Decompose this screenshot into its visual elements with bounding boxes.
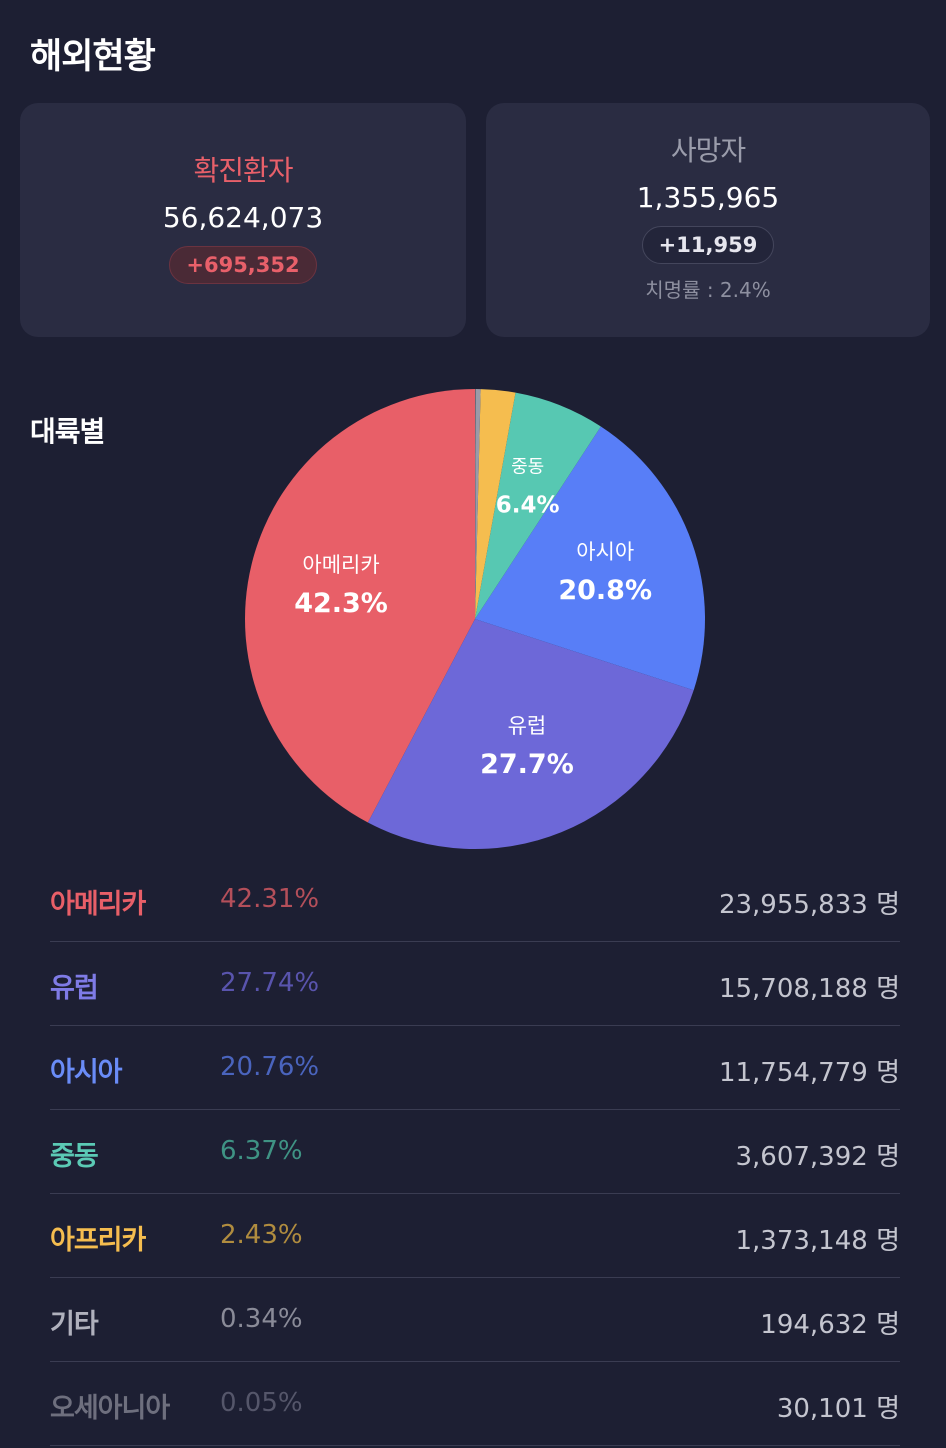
pie-slice-3 [475,392,601,619]
table-row: 유럽 27.74% 15,708,188 명 [50,942,900,1026]
pie-label-name-1: 유럽 [508,714,547,738]
continent-percent: 2.43% [220,1220,303,1250]
continent-percent: 27.74% [220,968,320,998]
pie-slice-0 [244,389,475,823]
pie-label-name-0: 아메리카 [302,553,379,577]
pie-label-name-2: 아시아 [576,540,634,564]
continent-pie-chart: 아메리카 42.3% 유럽 27.7% 아시아 20.8% 중동 6.4% [244,389,705,849]
pie-slice-6 [475,389,476,619]
table-row: 아프리카 2.43% 1,373,148 명 [50,1194,900,1278]
continent-percent: 0.34% [220,1304,303,1334]
continent-percent: 6.37% [220,1136,303,1166]
table-row: 기타 0.34% 194,632 명 [50,1278,900,1362]
pie-label-name-3: 중동 [511,456,544,477]
pie-label-value-0: 42.3% [294,588,388,619]
continent-name: 아메리카 [50,889,146,920]
deaths-delta-badge: +11,959 [641,226,775,264]
deaths-value: 1,355,965 [636,181,780,214]
continent-name: 오세아니아 [50,1393,170,1424]
continent-percent: 0.05% [220,1388,303,1418]
confirmed-label: 확진환자 [193,154,293,187]
confirmed-card: 확진환자 56,624,073 +695,352 [20,103,466,337]
continent-count: 23,955,833 명 [718,890,900,920]
continent-name: 아프리카 [50,1225,146,1256]
pie-label-value-1: 27.7% [480,749,574,780]
table-row: 아시아 20.76% 11,754,779 명 [50,1026,900,1110]
continent-count: 3,607,392 명 [735,1142,900,1172]
deaths-card: 사망자 1,355,965 +11,959 치명률 : 2.4% [486,103,930,337]
continent-count: 194,632 명 [760,1310,900,1340]
continent-percent: 20.76% [220,1052,320,1082]
continent-percent: 42.31% [220,884,320,914]
continent-count: 1,373,148 명 [735,1226,900,1256]
pie-slice-4 [475,389,516,619]
continent-name: 기타 [50,1309,99,1340]
pie-slice-5 [475,389,481,619]
page-title: 해외현황 [30,37,156,77]
continent-count: 11,754,779 명 [718,1058,900,1088]
continent-name: 아시아 [50,1057,123,1088]
continent-name: 유럽 [50,973,99,1004]
confirmed-value: 56,624,073 [162,201,324,234]
continent-name: 중동 [50,1141,99,1172]
pie-label-value-3: 6.4% [496,492,560,518]
table-row: 중동 6.37% 3,607,392 명 [50,1110,900,1194]
table-row: 아메리카 42.31% 23,955,833 명 [50,858,900,942]
pie-label-value-2: 20.8% [558,575,652,606]
pie-slice-1 [367,619,694,849]
continent-count: 30,101 명 [776,1394,900,1424]
confirmed-delta-badge: +695,352 [169,246,317,284]
pie-slice-2 [475,426,705,691]
fatality-rate: 치명률 : 2.4% [645,278,771,302]
table-row: 오세아니아 0.05% 30,101 명 [50,1362,900,1446]
continent-section-title: 대륙별 [30,415,105,448]
continent-count: 15,708,188 명 [718,974,900,1004]
deaths-label: 사망자 [670,134,746,167]
